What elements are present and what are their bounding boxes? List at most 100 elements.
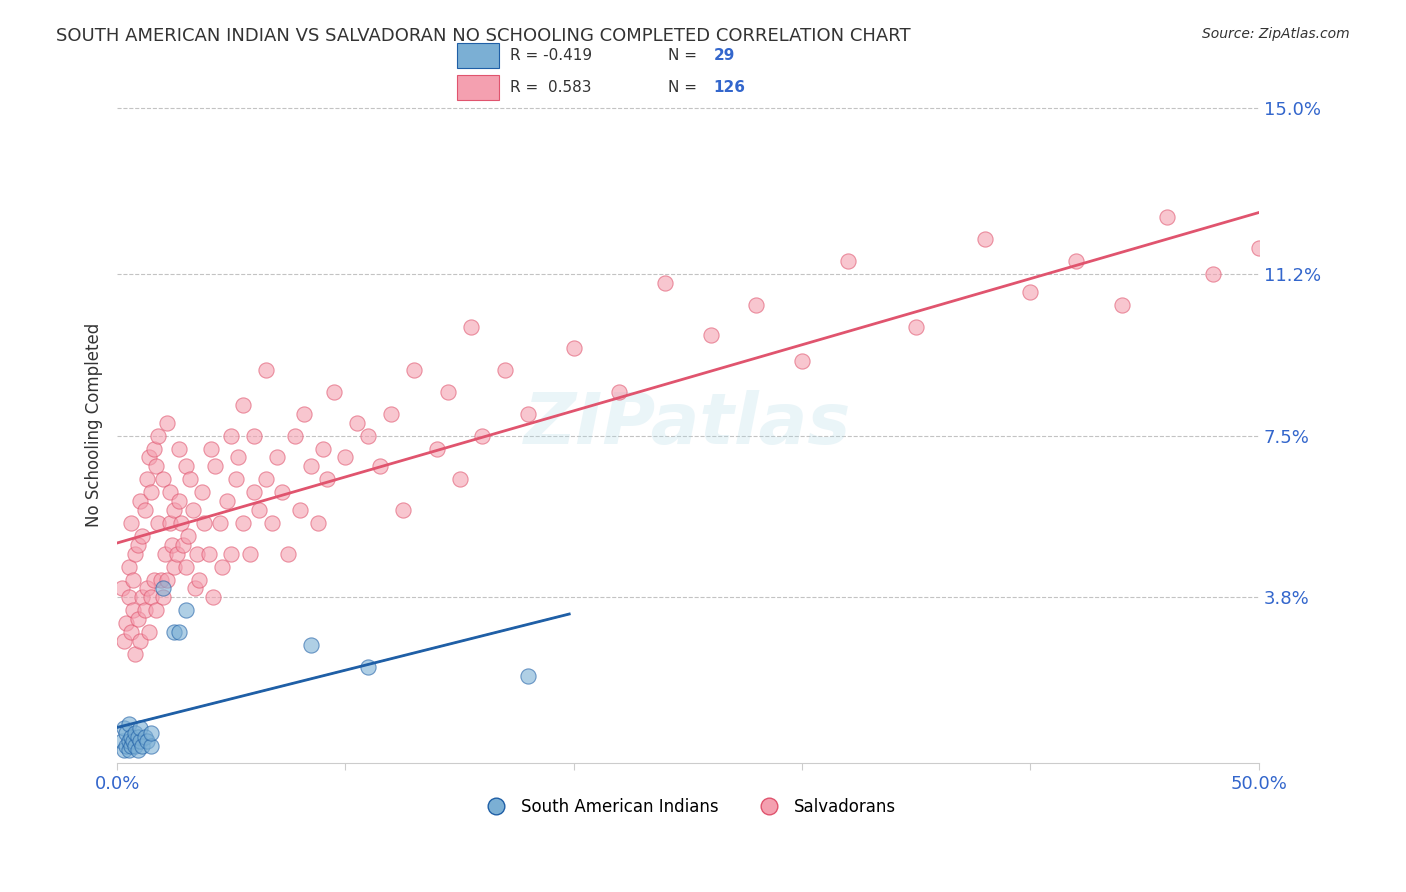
- Point: [346, 416, 368, 430]
- Point: [243, 428, 266, 442]
- Point: [117, 743, 139, 757]
- Point: [122, 573, 145, 587]
- Point: [380, 407, 402, 421]
- Point: [266, 450, 288, 465]
- Point: [120, 625, 142, 640]
- Point: [239, 547, 262, 561]
- Point: [145, 459, 167, 474]
- Point: [124, 547, 146, 561]
- Point: [112, 721, 135, 735]
- Point: [167, 625, 190, 640]
- Point: [517, 669, 540, 683]
- Point: [152, 582, 174, 596]
- Point: [973, 232, 995, 246]
- Point: [120, 730, 142, 744]
- Point: [221, 547, 243, 561]
- Point: [288, 503, 311, 517]
- Point: [124, 739, 146, 753]
- Point: [153, 547, 176, 561]
- Point: [243, 485, 266, 500]
- Point: [152, 591, 174, 605]
- Text: R = -0.419: R = -0.419: [510, 48, 592, 63]
- Point: [181, 503, 204, 517]
- Point: [837, 254, 859, 268]
- Point: [122, 603, 145, 617]
- Point: [1156, 211, 1178, 225]
- Point: [197, 547, 219, 561]
- Point: [190, 485, 212, 500]
- Point: [177, 529, 200, 543]
- Point: [160, 538, 183, 552]
- Point: [517, 407, 540, 421]
- Point: [148, 428, 170, 442]
- Point: [135, 734, 157, 748]
- Point: [1247, 241, 1270, 255]
- Point: [316, 472, 339, 486]
- Point: [179, 472, 201, 486]
- Point: [200, 442, 222, 456]
- Point: [335, 450, 357, 465]
- Point: [115, 739, 138, 753]
- Point: [460, 319, 482, 334]
- Point: [402, 363, 425, 377]
- Point: [368, 459, 391, 474]
- Point: [159, 485, 181, 500]
- Point: [1019, 285, 1042, 299]
- Text: 29: 29: [714, 48, 735, 63]
- Point: [247, 503, 270, 517]
- Point: [211, 559, 233, 574]
- Point: [117, 559, 139, 574]
- Point: [134, 603, 156, 617]
- Point: [112, 743, 135, 757]
- Point: [167, 442, 190, 456]
- Point: [124, 647, 146, 661]
- Point: [193, 516, 215, 530]
- Point: [131, 529, 153, 543]
- Point: [609, 384, 631, 399]
- Point: [254, 472, 277, 486]
- Point: [141, 591, 163, 605]
- Point: [141, 725, 163, 739]
- Point: [357, 660, 380, 674]
- Point: [122, 734, 145, 748]
- Point: [131, 591, 153, 605]
- Point: [129, 734, 152, 748]
- Point: [221, 428, 243, 442]
- Point: [1361, 167, 1384, 181]
- Point: [111, 582, 134, 596]
- FancyBboxPatch shape: [457, 75, 499, 100]
- Point: [357, 428, 380, 442]
- Point: [215, 494, 238, 508]
- Point: [270, 485, 292, 500]
- Point: [138, 625, 160, 640]
- Point: [1385, 223, 1406, 237]
- Point: [174, 459, 197, 474]
- Point: [562, 342, 585, 356]
- Text: SOUTH AMERICAN INDIAN VS SALVADORAN NO SCHOOLING COMPLETED CORRELATION CHART: SOUTH AMERICAN INDIAN VS SALVADORAN NO S…: [56, 27, 911, 45]
- Point: [262, 516, 284, 530]
- Point: [135, 582, 157, 596]
- Point: [120, 739, 142, 753]
- Point: [184, 582, 207, 596]
- Point: [188, 573, 211, 587]
- Point: [152, 472, 174, 486]
- Point: [134, 730, 156, 744]
- Text: Source: ZipAtlas.com: Source: ZipAtlas.com: [1202, 27, 1350, 41]
- Point: [299, 638, 322, 652]
- Point: [112, 633, 135, 648]
- Point: [142, 573, 165, 587]
- Point: [449, 472, 471, 486]
- FancyBboxPatch shape: [457, 43, 499, 68]
- Point: [202, 591, 225, 605]
- Point: [115, 616, 138, 631]
- Point: [148, 516, 170, 530]
- Point: [311, 442, 333, 456]
- Point: [232, 516, 254, 530]
- Point: [135, 472, 157, 486]
- Point: [149, 573, 172, 587]
- Point: [127, 612, 149, 626]
- Point: [790, 354, 813, 368]
- Point: [163, 625, 186, 640]
- Point: [204, 459, 226, 474]
- Point: [117, 591, 139, 605]
